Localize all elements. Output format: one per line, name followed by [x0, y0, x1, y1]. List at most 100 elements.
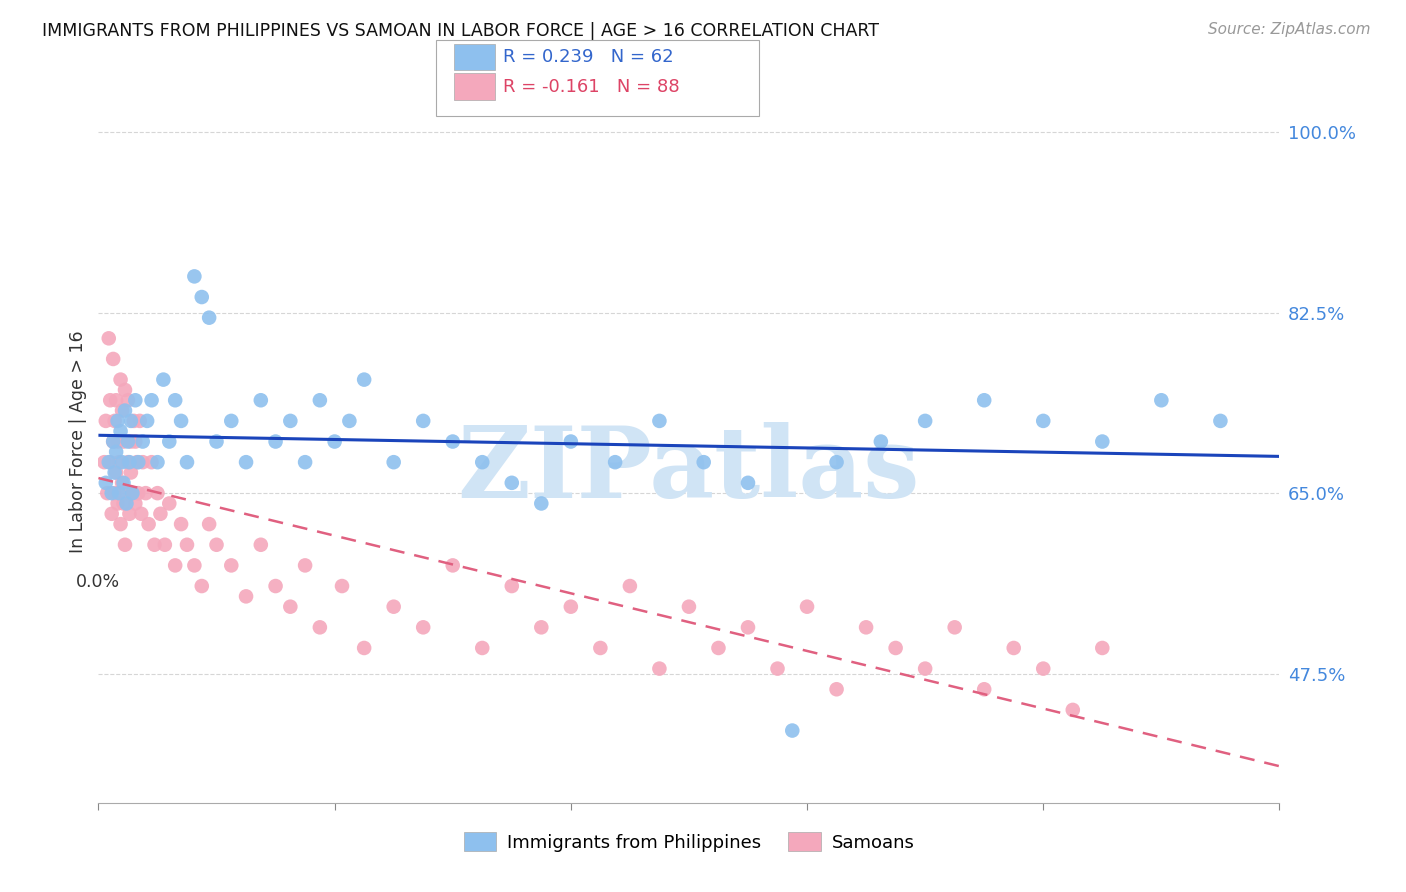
Point: [138, 517, 160, 532]
Point: [115, 496, 138, 510]
Point: [110, 517, 132, 532]
Point: [146, 455, 169, 469]
Point: [294, 558, 316, 573]
Point: [103, 351, 125, 366]
Text: R = 0.239   N = 62: R = 0.239 N = 62: [503, 48, 673, 66]
Point: [1032, 662, 1054, 676]
Point: [105, 393, 128, 408]
Point: [943, 620, 966, 634]
Point: [122, 414, 145, 428]
Legend: Immigrants from Philippines, Samoans: Immigrants from Philippines, Samoans: [457, 825, 921, 859]
Point: [112, 434, 135, 449]
Point: [146, 486, 169, 500]
Point: [914, 662, 936, 676]
Point: [973, 682, 995, 697]
Point: [471, 640, 494, 655]
Point: [170, 517, 193, 532]
Point: [825, 455, 848, 469]
Point: [103, 434, 125, 449]
Point: [93, 455, 115, 469]
Point: [678, 599, 700, 614]
Point: [205, 434, 228, 449]
Point: [107, 434, 129, 449]
Point: [501, 579, 523, 593]
Point: [117, 455, 139, 469]
Point: [766, 662, 789, 676]
Point: [117, 393, 139, 408]
Point: [165, 558, 187, 573]
Point: [796, 599, 818, 614]
Point: [183, 558, 205, 573]
Point: [501, 475, 523, 490]
Point: [589, 640, 612, 655]
Point: [1209, 414, 1232, 428]
Y-axis label: In Labor Force | Age > 16: In Labor Force | Age > 16: [69, 330, 87, 553]
Point: [339, 414, 361, 428]
Point: [1062, 703, 1084, 717]
Point: [112, 475, 135, 490]
Point: [111, 455, 134, 469]
Point: [132, 455, 155, 469]
Point: [97, 455, 120, 469]
Point: [121, 486, 143, 500]
Point: [97, 331, 120, 345]
Point: [191, 290, 214, 304]
Point: [235, 590, 257, 604]
Point: [127, 486, 149, 500]
Point: [1002, 640, 1025, 655]
Point: [884, 640, 907, 655]
Point: [221, 414, 243, 428]
Point: [107, 414, 129, 428]
Point: [737, 475, 759, 490]
Point: [412, 414, 434, 428]
Point: [280, 599, 302, 614]
Point: [98, 455, 121, 469]
Point: [165, 393, 187, 408]
Point: [108, 455, 131, 469]
Point: [108, 486, 131, 500]
Point: [560, 599, 582, 614]
Point: [141, 455, 163, 469]
Point: [110, 373, 132, 387]
Point: [104, 414, 127, 428]
Text: ZIPatlas: ZIPatlas: [458, 422, 920, 519]
Point: [124, 434, 146, 449]
Point: [1091, 434, 1114, 449]
Point: [353, 640, 375, 655]
Point: [103, 434, 125, 449]
Point: [441, 434, 464, 449]
Point: [120, 434, 142, 449]
Point: [280, 414, 302, 428]
Point: [105, 445, 128, 459]
Point: [441, 558, 464, 573]
Point: [94, 475, 117, 490]
Point: [114, 538, 136, 552]
Point: [382, 455, 405, 469]
Point: [382, 599, 405, 614]
Point: [648, 414, 671, 428]
Point: [1150, 393, 1173, 408]
Point: [1032, 414, 1054, 428]
Point: [914, 414, 936, 428]
Point: [96, 486, 118, 500]
Point: [124, 496, 146, 510]
Point: [412, 620, 434, 634]
Point: [118, 455, 141, 469]
Point: [530, 496, 553, 510]
Point: [141, 393, 163, 408]
Point: [353, 373, 375, 387]
Point: [176, 455, 198, 469]
Point: [121, 486, 143, 500]
Point: [105, 466, 128, 480]
Point: [104, 486, 127, 500]
Point: [855, 620, 877, 634]
Point: [100, 486, 122, 500]
Point: [264, 434, 287, 449]
Point: [117, 434, 139, 449]
Point: [973, 393, 995, 408]
Point: [309, 393, 332, 408]
Point: [127, 455, 149, 469]
Point: [294, 455, 316, 469]
Point: [152, 373, 174, 387]
Point: [100, 507, 122, 521]
